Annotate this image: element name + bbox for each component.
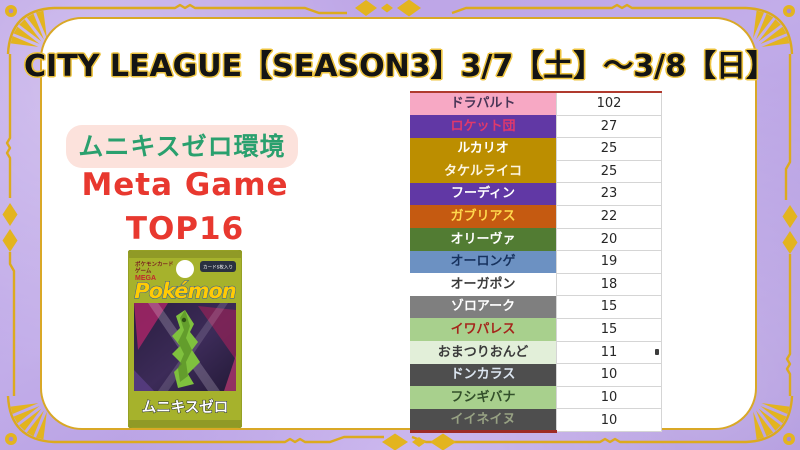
deck-count-cell: 11 <box>556 340 662 365</box>
deck-count-cell: 10 <box>556 363 662 387</box>
pack-crimp-top <box>129 251 241 258</box>
deck-name-cell: オーロンゲ <box>410 250 557 274</box>
table-row: ルカリオ 25 <box>410 137 662 161</box>
deck-name-cell: オリーヴァ <box>410 228 557 251</box>
meta-table-body: ドラパルト 102 ロケット団 27 ルカリオ 25 タケルライコ 25 フーディン 23 ガブリア… <box>410 91 662 434</box>
table-row: ガブリアス 22 <box>410 204 662 229</box>
deck-name-cell: ロケット団 <box>410 115 557 138</box>
deck-count-cell: 102 <box>556 91 662 116</box>
top16-heading: TOP16 <box>125 211 245 247</box>
page-title: CITY LEAGUE【SEASON3】3/7【土】〜3/8【日】 <box>24 49 776 84</box>
deck-count-cell: 10 <box>556 408 662 433</box>
deck-count-cell: 10 <box>556 385 662 410</box>
pack-brand-line2: ゲーム <box>135 267 152 275</box>
table-row: ゾロアーク 15 <box>410 295 662 319</box>
deck-name-cell: フシギバナ <box>410 386 557 409</box>
deck-count-cell: 23 <box>556 182 662 206</box>
table-row: オリーヴァ 20 <box>410 227 662 252</box>
deck-name-cell: フーディン <box>410 182 557 206</box>
table-row: イイネイヌ 10 <box>410 408 662 434</box>
deck-name-cell: おまつりおんど <box>410 341 557 364</box>
table-row: ドンカラス 10 <box>410 363 662 387</box>
deck-name-cell: イワパレス <box>410 318 557 342</box>
deck-name-cell: ガブリアス <box>410 205 557 229</box>
deck-count-cell: 27 <box>556 114 662 139</box>
table-row: ロケット団 27 <box>410 114 662 139</box>
deck-count-cell: 18 <box>556 272 662 297</box>
cursor-artifact <box>655 349 659 355</box>
deck-count-cell: 25 <box>556 159 662 184</box>
table-row: フシギバナ 10 <box>410 385 662 410</box>
deck-name-cell: オーガポン <box>410 273 557 296</box>
deck-count-cell: 22 <box>556 204 662 229</box>
table-row: イワパレス 15 <box>410 317 662 342</box>
deck-name-cell: ゾロアーク <box>410 295 557 319</box>
table-row: オーロンゲ 19 <box>410 250 662 274</box>
pack-circle-mark <box>176 260 194 278</box>
deck-count-cell: 15 <box>556 317 662 342</box>
meta-ranking-table: ドラパルト 102 ロケット団 27 ルカリオ 25 タケルライコ 25 フーディン 23 ガブリア… <box>410 91 662 434</box>
pack-brand-line1: ポケモンカード <box>135 260 174 268</box>
pack-brand-line3: MEGA <box>135 275 156 282</box>
table-row: ドラパルト 102 <box>410 91 662 116</box>
pack-pokemon-logo: Pokémon <box>134 279 236 303</box>
pack-cards-badge <box>200 261 236 272</box>
deck-count-cell: 15 <box>556 295 662 319</box>
table-row: オーガポン 18 <box>410 272 662 297</box>
deck-count-cell: 20 <box>556 227 662 252</box>
table-row: おまつりおんど 11 <box>410 340 662 365</box>
pack-product-name: ムニキスゼロ <box>142 398 229 416</box>
deck-name-cell: タケルライコ <box>410 160 557 183</box>
table-row: タケルライコ 25 <box>410 159 662 184</box>
meta-game-heading: Meta Game <box>81 167 289 203</box>
pack-crimp-bottom <box>129 420 241 427</box>
pack-artwork <box>134 303 236 391</box>
deck-name-cell: イイネイヌ <box>410 408 557 434</box>
deck-count-cell: 25 <box>556 137 662 161</box>
pack-cards-badge-label: カード5枚入り <box>203 264 233 271</box>
table-row: フーディン 23 <box>410 182 662 206</box>
environment-badge: ムニキスゼロ環境 <box>66 125 298 168</box>
deck-count-cell: 19 <box>556 250 662 274</box>
deck-name-cell: ドラパルト <box>410 92 557 116</box>
deck-name-cell: ドンカラス <box>410 363 557 387</box>
deck-name-cell: ルカリオ <box>410 137 557 161</box>
booster-pack-image: ポケモンカード ゲーム MEGA カード5枚入り Pokémon ムニキスゼロ <box>128 250 242 428</box>
